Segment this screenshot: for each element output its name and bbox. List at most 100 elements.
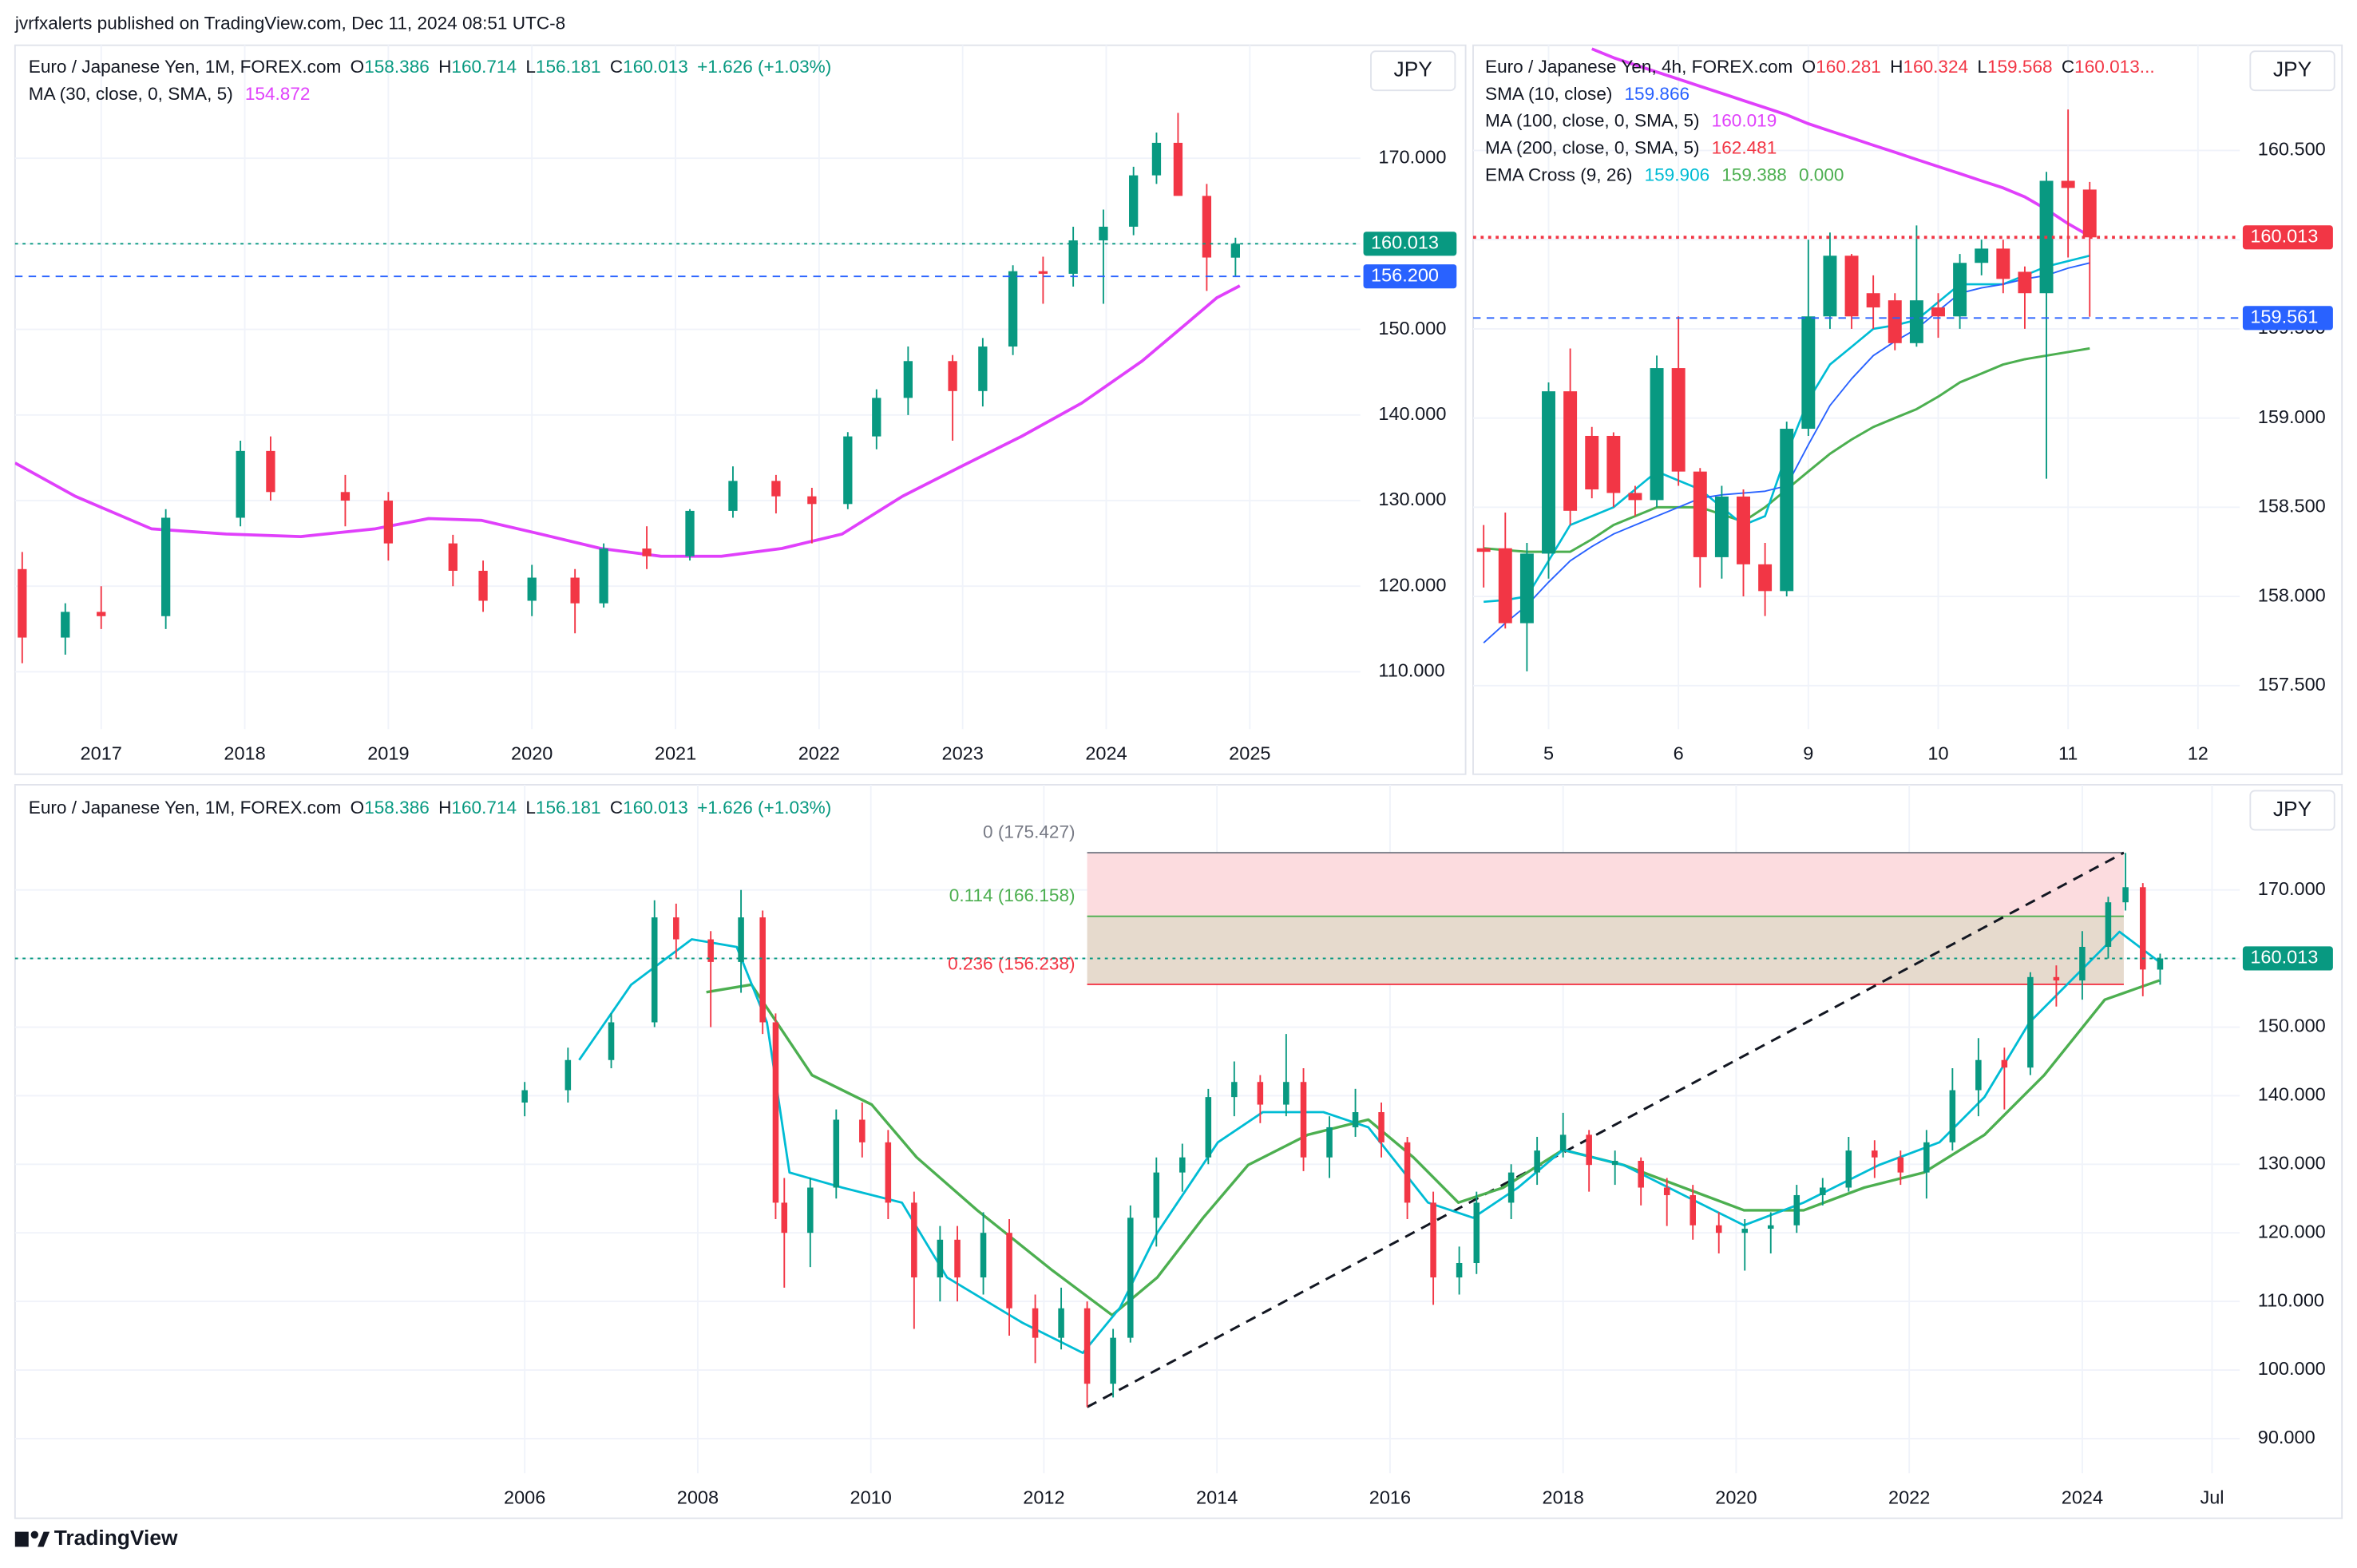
- x-tick-label: 2018: [1542, 1487, 1583, 1507]
- plot-area: [14, 113, 1241, 663]
- candle-body: [564, 1059, 572, 1091]
- candle-body: [1563, 391, 1578, 511]
- candle-body: [738, 917, 744, 962]
- x-tick-label: 12: [2188, 743, 2208, 764]
- legend-item: 156.181: [536, 798, 601, 818]
- x-tick-label: 2023: [942, 743, 984, 764]
- x-tick-label: 2018: [224, 743, 265, 764]
- candle-body: [1585, 435, 1599, 490]
- candle-body: [448, 543, 458, 571]
- candle-body: [833, 1119, 840, 1188]
- indicator-line: [14, 284, 1241, 558]
- x-tick-label: 2010: [850, 1487, 891, 1507]
- legend-item: 160.013: [623, 57, 688, 77]
- candle-body: [1476, 548, 1491, 552]
- candle-body: [1628, 493, 1642, 501]
- legend-item: +1.626 (+1.03%): [697, 57, 831, 77]
- candle-body: [61, 612, 70, 638]
- candle-body: [1326, 1127, 1333, 1158]
- price-tag-label: 160.013: [2250, 226, 2318, 247]
- candle-body: [1923, 1142, 1930, 1173]
- x-tick-label: 2024: [2062, 1487, 2103, 1507]
- candle-body: [1559, 1134, 1567, 1151]
- candle-body: [1202, 196, 1212, 258]
- indicator-legend: MA (30, close, 0, SMA, 5) 154.872: [29, 84, 311, 104]
- candle-body: [1473, 1202, 1480, 1264]
- candle-body: [1456, 1263, 1463, 1278]
- candle-body: [2053, 976, 2060, 981]
- candle-body: [2105, 902, 2112, 948]
- trend-line: [1086, 851, 2125, 1408]
- candle-body: [885, 1142, 892, 1203]
- legend-title: Euro / Japanese Yen, 4h, FOREX.com O160.2…: [1485, 57, 2155, 77]
- y-tick-label: 140.000: [1378, 403, 1446, 424]
- legend-title: Euro / Japanese Yen, 1M, FOREX.com O158.3…: [29, 57, 831, 77]
- candle-body: [772, 1022, 779, 1203]
- candle-body: [1611, 1161, 1618, 1166]
- price-tag-label: 159.561: [2250, 307, 2318, 327]
- legend-item: O: [1802, 57, 1816, 77]
- candle-body: [2001, 1059, 2008, 1068]
- price-tag: [2242, 306, 2333, 331]
- candle-body: [570, 577, 580, 604]
- candle-body: [1231, 1082, 1238, 1098]
- y-tick-label: 140.000: [2258, 1084, 2326, 1105]
- candle-body: [1949, 1090, 1956, 1142]
- indicator-value: 159.388: [1721, 164, 1787, 184]
- indicator-line: [1591, 47, 2091, 238]
- candle-body: [1996, 248, 2010, 279]
- currency-box: [2249, 790, 2335, 831]
- candle-body: [1058, 1308, 1064, 1338]
- legend-item: O: [351, 57, 365, 77]
- candle-body: [1866, 293, 1880, 308]
- price-tag: [2242, 225, 2333, 250]
- x-tick-label: 2020: [511, 743, 553, 764]
- candle-body: [843, 436, 853, 505]
- candle-body: [1507, 1172, 1515, 1203]
- candle-body: [1519, 553, 1534, 624]
- x-tick-label: 2017: [81, 743, 122, 764]
- candle-body: [1008, 271, 1018, 347]
- candle-body: [980, 1233, 987, 1278]
- indicator-name: MA (30, close, 0, SMA, 5): [29, 84, 233, 104]
- candle-body: [651, 917, 658, 1023]
- candle-body: [1909, 300, 1923, 343]
- x-tick-label: 2021: [655, 743, 696, 764]
- x-tick-label: 2025: [1229, 743, 1270, 764]
- candle-body: [1205, 1097, 1212, 1158]
- candle-body: [1975, 248, 1989, 263]
- panel-frame: [14, 44, 1467, 775]
- candle-body: [1498, 548, 1512, 624]
- legend-item: 160.324: [1903, 57, 1968, 77]
- indicator-value: 162.481: [1712, 138, 1777, 158]
- legend-item: H: [438, 57, 451, 77]
- candle-body: [642, 548, 652, 556]
- y-tick-label: 170.000: [2258, 878, 2326, 899]
- candle-body: [2140, 887, 2146, 970]
- candle-body: [1650, 368, 1664, 501]
- indicator-name: MA (100, close, 0, SMA, 5): [1485, 111, 1700, 131]
- candle-body: [2122, 887, 2129, 903]
- candle-body: [1032, 1308, 1039, 1338]
- plot-area: 0 (175.427) 0.114 (166.158) 0.236 (156.238…: [521, 822, 2164, 1408]
- candle-body: [872, 398, 881, 437]
- candle-body: [1663, 1187, 1670, 1195]
- chart-panel: 90.000 100.000 110.000 120.000 130.000 140.00…: [14, 784, 2343, 1519]
- legend-item: Euro / Japanese Yen, 1M, FOREX.com: [29, 57, 342, 77]
- candle-body: [1257, 1082, 1264, 1105]
- candle-body: [781, 1202, 788, 1233]
- candle-body: [1006, 1233, 1012, 1309]
- currency-label: JPY: [2273, 797, 2311, 821]
- y-tick-label: 160.500: [2258, 139, 2326, 160]
- candle-body: [1820, 1187, 1826, 1195]
- candle-body: [1693, 471, 1707, 557]
- candle-body: [903, 361, 913, 398]
- candle-body: [807, 496, 817, 505]
- indicator-value: 0.000: [1799, 164, 1844, 184]
- candle-body: [1801, 316, 1816, 430]
- candle-body: [2079, 947, 2086, 981]
- y-tick-label: 158.000: [2258, 584, 2326, 605]
- x-tick-label: 2019: [367, 743, 409, 764]
- currency-box: [1370, 50, 1456, 92]
